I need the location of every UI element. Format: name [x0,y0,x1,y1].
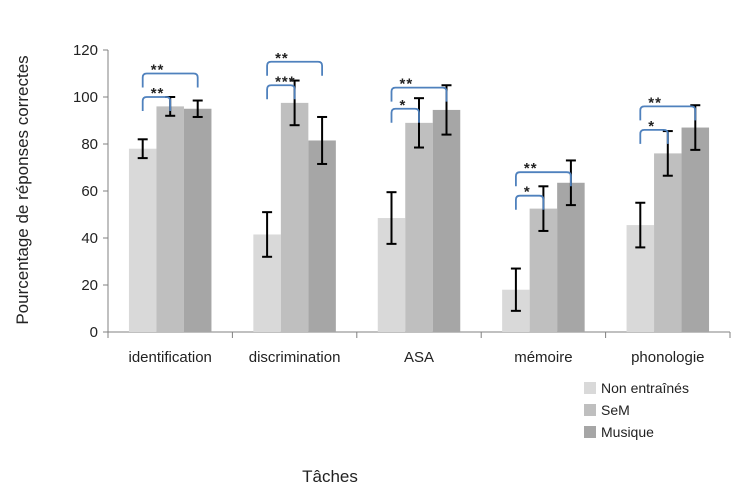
significance-bracket [515,171,572,187]
significance-label: ** [400,76,414,93]
bar [156,106,184,333]
error-bar [137,138,148,160]
error-bar [510,267,521,312]
legend: Non entraînés SeM Musique [584,380,689,440]
bars [128,102,710,333]
significance-label: ** [524,160,538,177]
x-axis-title: Tâches [302,467,358,486]
error-bar [414,97,424,149]
x-category-label: ASA [404,349,434,366]
legend-swatch [584,426,596,438]
y-tick-label: 60 [81,183,98,200]
bar [654,153,682,332]
y-tick-label: 120 [73,42,98,59]
significance-label: * [400,97,407,114]
error-bar [317,115,328,165]
error-bar [635,201,646,249]
y-tick-label: 100 [73,89,98,106]
significance-label: ** [648,94,662,111]
significance-label: * [648,118,655,135]
legend-swatch [584,404,596,416]
legend-swatch [584,382,596,394]
significance-label: ** [151,62,165,79]
significance-bracket [141,96,172,111]
significance-bracket [390,107,420,123]
bar [681,127,710,332]
significance-bracket [266,84,296,100]
y-axis-title: Pourcentage de réponses correctes [13,55,32,324]
significance-bracket [515,194,545,210]
y-tick-label: 0 [90,324,98,341]
significance-bracket [390,86,448,102]
significance-brackets: ****************** [141,50,697,210]
bar [405,122,433,332]
significance-bracket [639,105,697,121]
legend-label: Musique [601,424,654,440]
legend-label: SeM [601,402,630,418]
bar [183,108,212,332]
significance-label: *** [275,73,296,90]
x-category-label: identification [129,349,212,366]
legend-label: Non entraînés [601,380,689,396]
significance-label: * [524,184,531,201]
x-category-label: phonologie [631,349,704,366]
bar [280,102,309,332]
bar [432,109,461,332]
bar [128,148,157,332]
error-bar [262,211,273,258]
y-tick-label: 80 [81,136,98,153]
bar [557,182,585,332]
x-category-label: mémoire [514,349,572,366]
significance-label: ** [275,50,289,67]
y-tick-label: 40 [81,230,98,247]
significance-bracket [141,72,199,88]
x-axis-categories: identification discrimination ASA mémoire ph… [129,349,705,366]
significance-label: ** [151,85,165,102]
significance-bracket [266,60,323,76]
x-category-label: discrimination [249,349,341,366]
error-bar [192,99,203,118]
bar [308,140,336,332]
significance-bracket [639,129,669,144]
error-bar [386,191,397,245]
y-axis-ticks: 0 20 40 60 80 100 120 [73,42,108,341]
y-tick-label: 20 [81,277,98,294]
